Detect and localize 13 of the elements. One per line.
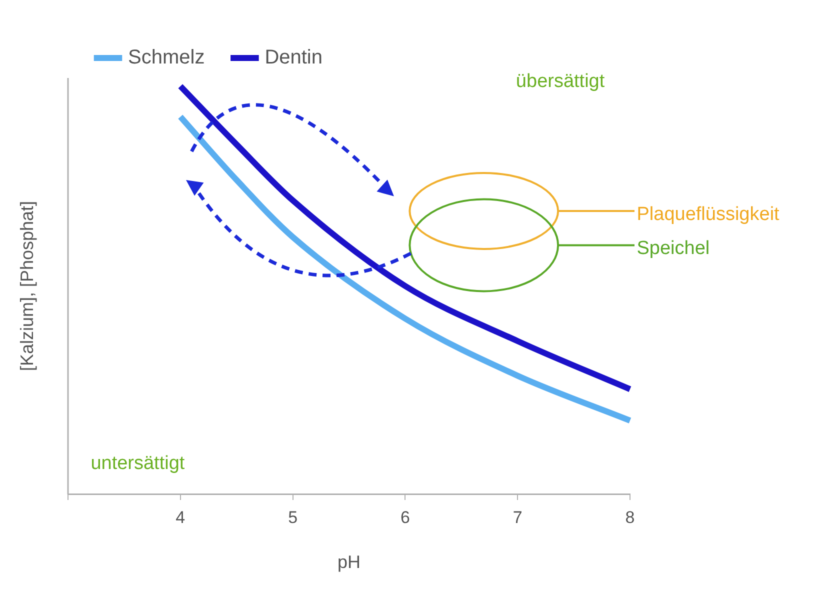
x-axis-title: pH (337, 552, 361, 572)
annotation: übersättigt (516, 71, 605, 94)
x-tick-label: 4 (176, 508, 186, 527)
annotation: untersättigt (90, 452, 185, 475)
x-tick-label: 6 (400, 508, 410, 527)
y-axis-title: [Kalzium], [Phosphat] (16, 200, 37, 372)
x-tick-label: 5 (288, 508, 298, 527)
legend-label: Dentin (264, 46, 322, 69)
legend-label: Schmelz (128, 46, 205, 69)
x-tick-label: 8 (625, 508, 635, 527)
text: Plaqueflüssigkeit (636, 204, 780, 226)
text: Speichel (636, 238, 710, 260)
x-tick-label: 7 (512, 508, 522, 527)
